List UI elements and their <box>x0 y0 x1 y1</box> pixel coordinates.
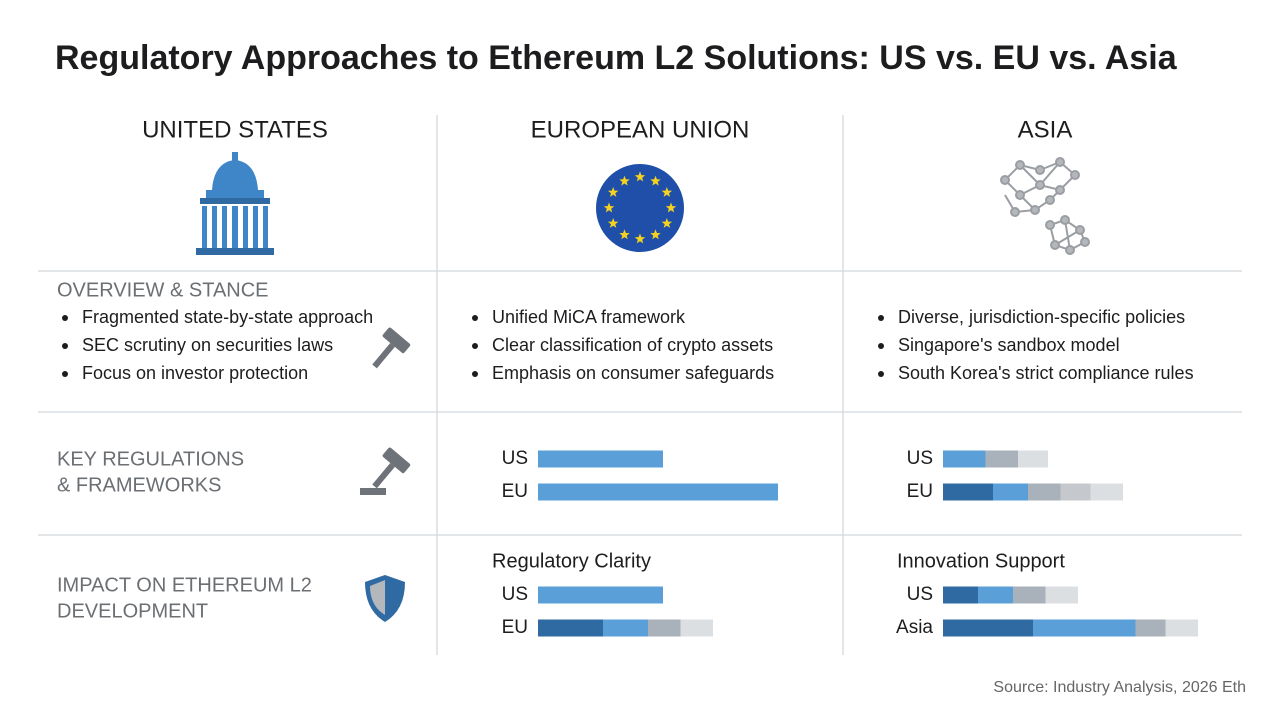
column-heading: EUROPEAN UNION <box>531 116 750 143</box>
bar-segment <box>1013 586 1046 604</box>
bullet <box>62 343 68 349</box>
chart-title: Innovation Support <box>897 550 1065 572</box>
chart-title: Regulatory Clarity <box>492 550 651 572</box>
bar-segment <box>985 450 1018 468</box>
bullet <box>472 343 478 349</box>
star <box>619 229 630 240</box>
bar-segment <box>1045 586 1078 604</box>
gavel-icon <box>360 447 411 495</box>
bar-segment <box>943 619 1033 637</box>
bar-segment <box>648 619 681 637</box>
row-label: & FRAMEWORKS <box>57 474 221 496</box>
star <box>607 187 619 197</box>
network-icon <box>1000 157 1090 255</box>
bullet <box>472 315 478 321</box>
eu-flag <box>596 164 684 252</box>
bullet <box>878 371 884 377</box>
bullet-text: Fragmented state-by-state approach <box>82 307 373 327</box>
bar-segment <box>1060 483 1091 501</box>
bar-label: EU <box>502 481 528 502</box>
row-label: DEVELOPMENT <box>57 600 208 622</box>
bullet-text: Singapore's sandbox model <box>898 335 1120 355</box>
bullet <box>878 343 884 349</box>
bar-segment <box>1135 619 1166 637</box>
bullet-text: Clear classification of crypto assets <box>492 335 773 355</box>
bar-label: US <box>907 584 933 605</box>
bar-segment <box>978 586 1013 604</box>
bullet-text: Diverse, jurisdiction-specific policies <box>898 307 1185 327</box>
column-heading: ASIA <box>1018 116 1073 143</box>
bar-segment <box>1033 619 1136 637</box>
bar-label: US <box>502 584 528 605</box>
bullet-text: South Korea's strict compliance rules <box>898 363 1194 383</box>
bar-segment <box>1090 483 1123 501</box>
star <box>661 187 673 197</box>
bar-segment <box>538 619 603 637</box>
bar-segment <box>1028 483 1061 501</box>
bar-segment <box>943 586 978 604</box>
source: Source: Industry Analysis, 2026 Eth <box>993 679 1246 696</box>
capitol-icon <box>196 152 274 255</box>
bullet <box>62 315 68 321</box>
bar-segment <box>1018 450 1048 468</box>
shield-icon <box>365 575 405 622</box>
bar-segment <box>1165 619 1198 637</box>
bar-segment <box>993 483 1028 501</box>
bullet <box>62 371 68 377</box>
row-label: IMPACT ON ETHEREUM L2 <box>57 574 312 596</box>
title: Regulatory Approaches to Ethereum L2 Sol… <box>55 39 1178 77</box>
bullet-text: Focus on investor protection <box>82 363 308 383</box>
bar-label: EU <box>907 481 933 502</box>
star <box>634 233 646 244</box>
row-label: OVERVIEW & STANCE <box>57 279 269 301</box>
bar-segment <box>943 483 993 501</box>
row-label: KEY REGULATIONS <box>57 448 244 470</box>
bullet <box>472 371 478 377</box>
star <box>661 218 673 228</box>
bar-label: Asia <box>896 617 933 638</box>
bullet-text: SEC scrutiny on securities laws <box>82 335 333 355</box>
bullet <box>878 315 884 321</box>
bar-segment <box>538 450 663 468</box>
eu-stars <box>603 171 677 244</box>
bar-segment <box>943 450 986 468</box>
star <box>665 202 677 213</box>
column-heading: UNITED STATES <box>142 116 328 143</box>
bar-label: EU <box>502 617 528 638</box>
star <box>650 175 661 186</box>
gavel-icon <box>372 327 411 369</box>
star <box>603 202 615 213</box>
star <box>619 175 630 186</box>
star <box>634 171 646 182</box>
bar-segment <box>680 619 713 637</box>
bar-label: US <box>502 448 528 469</box>
bullet-text: Unified MiCA framework <box>492 307 686 327</box>
star <box>607 218 619 228</box>
bar-segment <box>538 586 663 604</box>
bar-segment <box>603 619 648 637</box>
bar-label: US <box>907 448 933 469</box>
star <box>650 229 661 240</box>
bullet-text: Emphasis on consumer safeguards <box>492 363 774 383</box>
bar-segment <box>538 483 778 501</box>
